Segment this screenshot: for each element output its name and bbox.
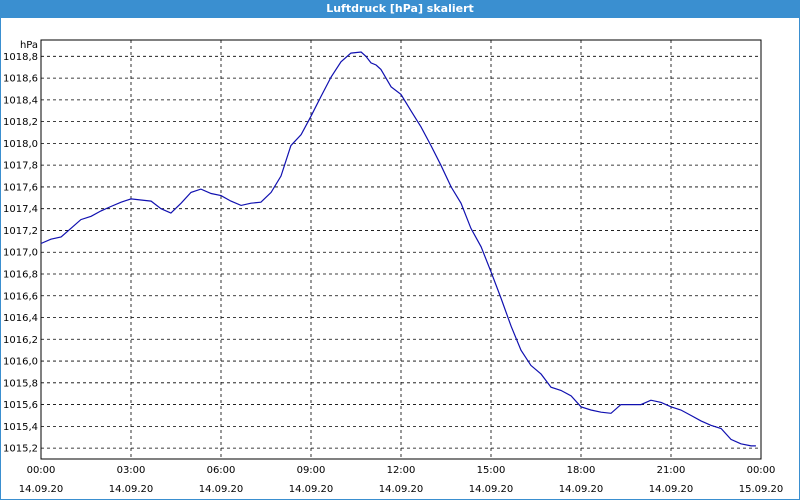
x-tick-date: 14.09.20 [469,484,514,495]
y-tick-label: 1018,8 [3,52,38,63]
y-tick-label: 1015,4 [3,422,38,433]
y-tick-label: 1017,6 [3,182,38,193]
y-tick-label: 1015,8 [3,378,38,389]
y-tick-label: 1015,2 [3,444,38,455]
y-axis: 1015,2 1015,4 1015,6 1015,8 1016,0 1016,2 1016… [3,52,38,455]
x-tick-time: 21:00 [657,465,686,476]
y-tick-label: 1018,0 [3,139,38,150]
y-tick-label: 1017,0 [3,248,38,259]
y-tick-label: 1016,2 [3,335,38,346]
y-tick-label: 1017,8 [3,161,38,172]
y-tick-label: 1018,2 [3,117,38,128]
y-tick-label: 1016,6 [3,291,38,302]
y-tick-label: 1015,6 [3,400,38,411]
x-tick-date: 14.09.20 [19,484,64,495]
y-tick-label: 1016,8 [3,269,38,280]
y-tick-label: 1018,6 [3,74,38,85]
y-tick-label: 1016,0 [3,357,38,368]
y-axis-label: hPa [20,40,38,51]
x-tick-time: 06:00 [207,465,236,476]
x-tick-time: 03:00 [117,465,146,476]
x-tick-date: 14.09.20 [649,484,694,495]
x-tick-time: 00:00 [27,465,56,476]
chart-frame: 1015,2 1015,4 1015,6 1015,8 1016,0 1016,2 1016… [0,18,800,500]
x-tick-date: 14.09.20 [109,484,154,495]
y-tick-label: 1017,4 [3,204,38,215]
x-tick-date: 15.09.20 [739,484,784,495]
x-tick-time: 15:00 [477,465,506,476]
line-chart: 1015,2 1015,4 1015,6 1015,8 1016,0 1016,2 1016… [3,39,784,495]
y-tick-label: 1017,2 [3,226,38,237]
chart-title: Luftdruck [hPa] skaliert [0,0,800,18]
x-tick-date: 14.09.20 [199,484,244,495]
y-tick-label: 1018,4 [3,95,38,106]
x-tick-time: 09:00 [297,465,326,476]
y-tick-label: 1016,4 [3,313,38,324]
x-tick-date: 14.09.20 [379,484,424,495]
pressure-series-line [40,51,756,447]
x-tick-date: 14.09.20 [559,484,604,495]
x-tick-time: 18:00 [567,465,596,476]
x-tick-date: 14.09.20 [289,484,334,495]
x-tick-time: 12:00 [387,465,416,476]
x-axis: 00:00 14.09.20 03:00 14.09.20 06:00 14.09.20 0… [19,465,784,495]
x-tick-time: 00:00 [747,465,776,476]
grid-lines [41,40,761,459]
